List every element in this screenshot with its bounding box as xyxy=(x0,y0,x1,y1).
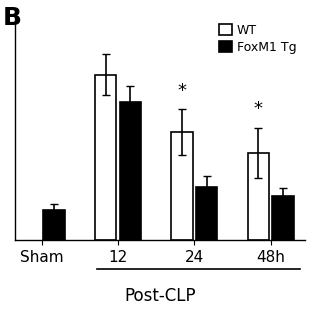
Bar xyxy=(272,196,293,240)
Text: B: B xyxy=(3,6,22,30)
Bar xyxy=(172,132,193,240)
X-axis label: Post-CLP: Post-CLP xyxy=(124,287,196,305)
Bar xyxy=(95,75,116,240)
Bar xyxy=(43,210,65,240)
Legend: WT, FoxM1 Tg: WT, FoxM1 Tg xyxy=(217,21,299,56)
Bar xyxy=(196,187,217,240)
Bar xyxy=(248,153,269,240)
Bar xyxy=(120,102,141,240)
Text: *: * xyxy=(178,82,187,100)
Text: *: * xyxy=(254,100,263,118)
